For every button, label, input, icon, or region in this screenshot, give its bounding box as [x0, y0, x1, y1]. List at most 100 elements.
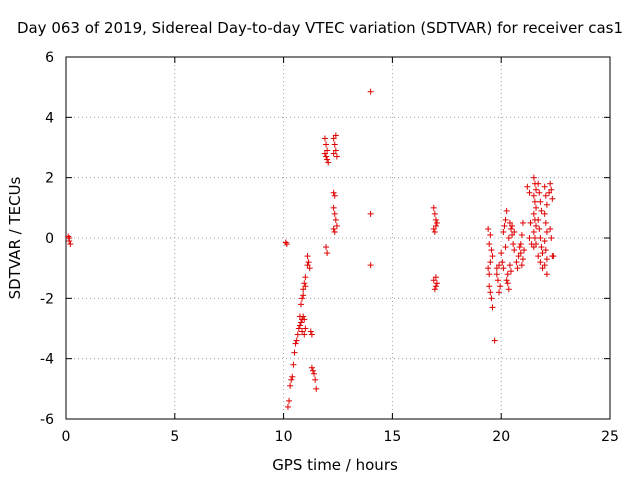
- data-point: [290, 361, 297, 368]
- data-point: [313, 385, 320, 392]
- data-point: [509, 222, 516, 229]
- data-point: [549, 195, 556, 202]
- data-point: [541, 183, 548, 190]
- data-point: [311, 370, 318, 377]
- x-tick-label: 20: [492, 429, 510, 445]
- data-point: [539, 265, 546, 272]
- data-point: [514, 265, 521, 272]
- data-point: [324, 147, 331, 154]
- x-tick-label: 5: [170, 429, 179, 445]
- data-point: [493, 271, 500, 278]
- data-point: [486, 271, 493, 278]
- data-point: [331, 210, 338, 217]
- data-point: [507, 225, 514, 232]
- data-point: [332, 216, 339, 223]
- data-point: [500, 265, 507, 272]
- data-point: [543, 256, 550, 263]
- chart-title: Day 063 of 2019, Sidereal Day-to-day VTE…: [17, 19, 623, 37]
- data-point: [486, 241, 493, 248]
- data-point: [530, 192, 537, 199]
- data-point: [367, 210, 374, 217]
- data-point: [299, 295, 306, 302]
- data-point: [286, 397, 293, 404]
- data-point: [537, 259, 544, 266]
- data-point: [301, 331, 308, 338]
- data-point: [332, 147, 339, 154]
- data-point: [489, 253, 496, 260]
- data-point: [367, 88, 374, 95]
- data-point: [506, 262, 513, 269]
- data-point: [293, 337, 300, 344]
- data-point: [533, 222, 540, 229]
- data-point: [535, 180, 542, 187]
- data-point: [546, 189, 553, 196]
- data-point: [289, 373, 296, 380]
- data-point: [536, 189, 543, 196]
- data-point: [518, 262, 525, 269]
- data-point: [543, 201, 550, 208]
- data-point: [487, 231, 494, 238]
- data-point: [333, 222, 340, 229]
- data-point: [331, 192, 338, 199]
- data-point: [537, 198, 544, 205]
- data-point: [298, 319, 305, 326]
- data-point: [301, 316, 308, 323]
- data-point: [542, 192, 549, 199]
- data-point: [296, 322, 303, 329]
- y-axis-title: SDTVAR / TECUs: [6, 176, 24, 299]
- data-point: [510, 241, 517, 248]
- grid: [66, 57, 610, 419]
- data-point: [524, 183, 531, 190]
- data-point: [507, 268, 514, 275]
- data-point: [530, 174, 537, 181]
- data-point: [283, 241, 290, 248]
- data-point: [505, 286, 512, 293]
- data-point: [330, 189, 337, 196]
- x-tick-label: 15: [383, 429, 401, 445]
- data-point: [505, 235, 512, 241]
- data-point: [299, 328, 306, 335]
- data-point: [543, 271, 550, 278]
- data-point: [330, 204, 337, 211]
- data-point: [295, 325, 302, 332]
- data-point: [306, 265, 313, 272]
- data-point: [502, 244, 509, 251]
- data-point: [485, 265, 492, 272]
- data-point: [515, 253, 522, 260]
- data-point: [526, 189, 533, 196]
- data-point: [330, 225, 337, 232]
- data-point: [489, 304, 496, 311]
- y-tick-label: -2: [40, 291, 54, 307]
- data-point: [488, 247, 495, 254]
- data-point: [430, 225, 437, 232]
- data-point: [513, 259, 520, 266]
- data-point: [530, 228, 537, 235]
- data-point: [493, 265, 500, 272]
- data-point: [430, 277, 437, 284]
- data-point: [498, 250, 505, 257]
- data-point: [432, 222, 439, 229]
- data-point: [288, 376, 295, 383]
- data-point: [487, 259, 494, 266]
- data-point: [539, 250, 546, 257]
- data-point: [284, 403, 291, 410]
- data-point: [430, 204, 437, 211]
- y-tick-label: -4: [40, 352, 54, 368]
- data-point: [300, 286, 307, 293]
- data-point: [431, 228, 438, 235]
- data-point: [533, 186, 540, 193]
- data-point: [541, 210, 548, 217]
- data-point: [292, 340, 299, 347]
- data-point: [434, 280, 441, 287]
- y-tick-label: 2: [45, 171, 54, 187]
- data-point: [548, 186, 555, 193]
- data-point: [526, 235, 533, 241]
- data-point: [323, 244, 330, 251]
- data-point: [499, 259, 506, 266]
- data-point: [321, 150, 328, 157]
- data-point: [432, 283, 439, 290]
- data-point: [521, 247, 528, 254]
- data-point: [494, 277, 501, 284]
- data-point: [331, 228, 338, 235]
- data-point: [536, 225, 543, 232]
